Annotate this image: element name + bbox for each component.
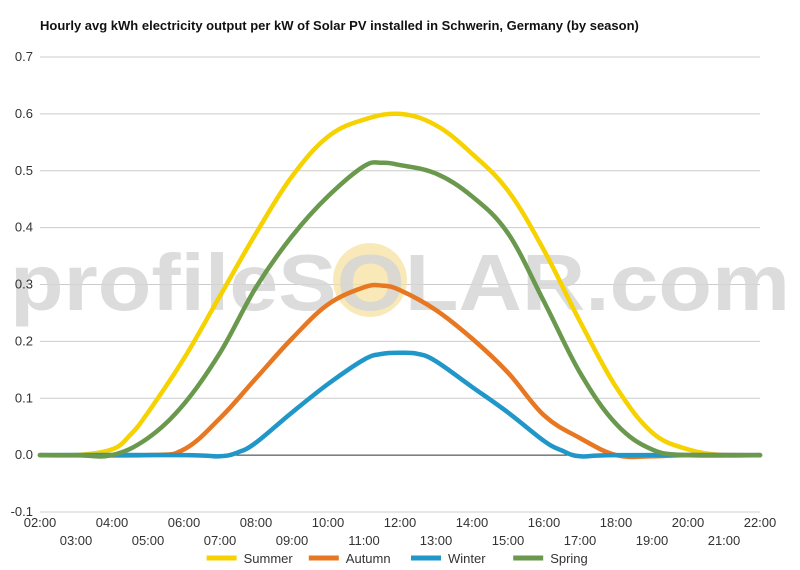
y-tick-label: 0.6 <box>15 106 33 121</box>
axes: -0.1 0.0 0.1 0.2 0.3 0.4 0.5 0.6 0.7 02:00 04:00 06… <box>11 49 777 548</box>
watermark-text: profileSOLAR.com <box>10 238 790 327</box>
x-tick-label: 20:00 <box>672 515 705 530</box>
watermark: profileSOLAR.com <box>10 238 790 327</box>
x-tick-label: 18:00 <box>600 515 633 530</box>
legend-item-autumn[interactable]: Autumn <box>308 551 391 566</box>
legend: Summer Autumn Winter Spring <box>206 551 588 566</box>
y-tick-label: 0.0 <box>15 447 33 462</box>
x-tick-label: 03:00 <box>60 533 93 548</box>
x-tick-label: 05:00 <box>132 533 165 548</box>
legend-label: Spring <box>550 551 588 566</box>
x-tick-label: 07:00 <box>204 533 237 548</box>
legend-label: Summer <box>244 551 294 566</box>
y-tick-label: 0.4 <box>15 220 33 235</box>
chart-title: Hourly avg kWh electricity output per kW… <box>40 18 639 33</box>
series-line-summer <box>37 111 763 458</box>
x-tick-label: 08:00 <box>240 515 273 530</box>
series-lines <box>37 111 763 460</box>
y-tick-label: 0.1 <box>15 390 33 405</box>
x-tick-label: 10:00 <box>312 515 345 530</box>
x-tick-label: 12:00 <box>384 515 417 530</box>
legend-item-winter[interactable]: Winter <box>411 551 486 566</box>
x-tick-label: 04:00 <box>96 515 129 530</box>
x-tick-label: 14:00 <box>456 515 489 530</box>
x-tick-label: 15:00 <box>492 533 525 548</box>
y-tick-label: 0.5 <box>15 163 33 178</box>
x-tick-label: 09:00 <box>276 533 309 548</box>
y-tick-label: 0.2 <box>15 333 33 348</box>
legend-item-summer[interactable]: Summer <box>206 551 294 566</box>
x-tick-label: 22:00 <box>744 515 777 530</box>
series-line-spring <box>37 160 763 459</box>
y-tick-label: 0.3 <box>15 277 33 292</box>
y-tick-label: 0.7 <box>15 49 33 64</box>
x-tick-label: 19:00 <box>636 533 669 548</box>
watermark-sun-shape <box>333 243 407 317</box>
x-tick-label: 13:00 <box>420 533 453 548</box>
series-line-winter <box>37 350 763 459</box>
x-tick-label: 11:00 <box>348 533 380 548</box>
x-tick-label: 16:00 <box>528 515 561 530</box>
x-tick-label: 17:00 <box>564 533 597 548</box>
x-tick-label: 02:00 <box>24 515 57 530</box>
legend-label: Autumn <box>346 551 391 566</box>
x-tick-label: 21:00 <box>708 533 741 548</box>
x-tick-label: 06:00 <box>168 515 201 530</box>
y-tick-label: -0.1 <box>11 504 33 519</box>
legend-item-spring[interactable]: Spring <box>513 551 588 566</box>
legend-label: Winter <box>448 551 486 566</box>
